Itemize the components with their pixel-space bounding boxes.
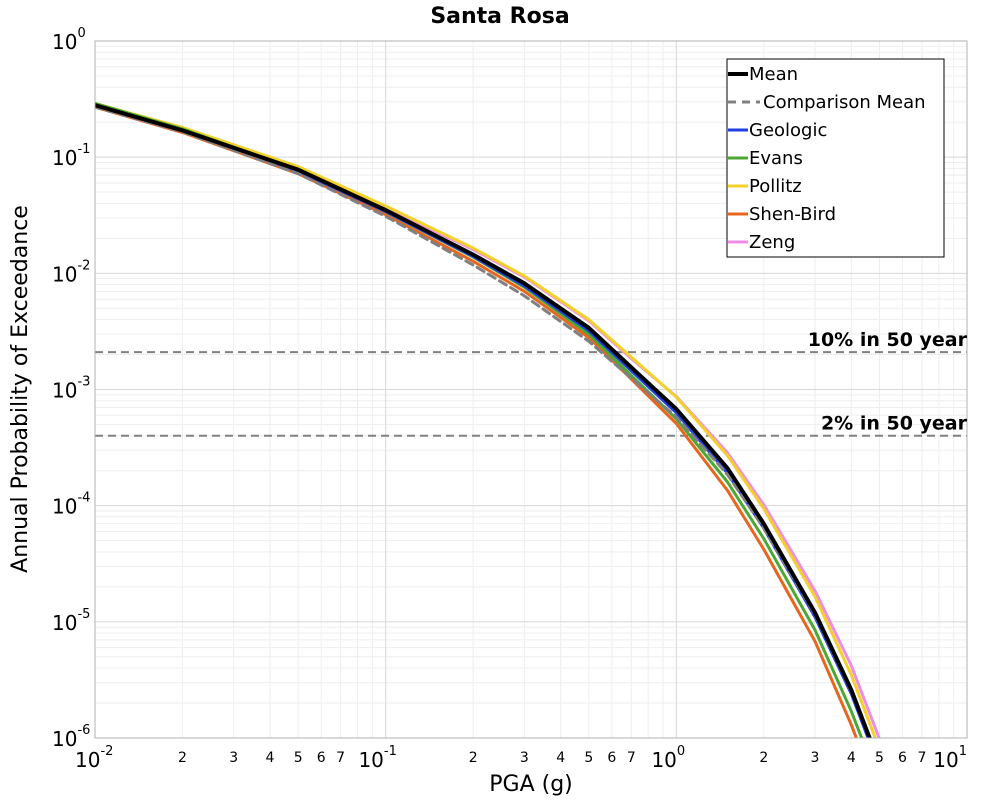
y-tick-label: 10-5 xyxy=(52,607,90,635)
y-tick-label: 10-6 xyxy=(52,723,90,751)
x-minor-tick-label: 2 xyxy=(759,750,768,766)
x-tick-label: 10-1 xyxy=(358,744,396,772)
x-minor-tick-label: 2 xyxy=(469,750,478,766)
legend-label: Geologic xyxy=(749,120,827,141)
reference-labels: 10% in 50 year 2% in 50 year xyxy=(808,329,968,435)
x-minor-tick-label: 3 xyxy=(811,750,820,766)
x-minor-tick-label: 4 xyxy=(556,750,565,766)
x-tick-label: 101 xyxy=(933,744,967,772)
x-minor-tick-label: 7 xyxy=(336,750,345,766)
legend-label: Evans xyxy=(749,148,803,169)
legend-label: Shen-Bird xyxy=(749,204,836,225)
x-tick-label: 10-2 xyxy=(75,744,113,772)
chart-title: Santa Rosa xyxy=(430,4,569,29)
x-axis-label: PGA (g) xyxy=(489,772,573,797)
x-minor-tick-label: 5 xyxy=(875,750,884,766)
x-minor-tick-label: 6 xyxy=(898,750,907,766)
x-minor-tick-label: 6 xyxy=(317,750,326,766)
legend-label: Pollitz xyxy=(749,176,802,197)
x-minor-tick-label: 7 xyxy=(627,750,636,766)
y-axis-label: Annual Probability of Exceedance xyxy=(8,205,33,573)
y-tick-label: 10-4 xyxy=(52,491,90,519)
x-minor-tick-label: 5 xyxy=(584,750,593,766)
series-line-mean xyxy=(95,103,872,738)
legend-label: Mean xyxy=(749,64,798,85)
legend-label: Comparison Mean xyxy=(763,92,926,113)
x-minor-tick-label: 4 xyxy=(266,750,275,766)
x-tick-label: 100 xyxy=(651,744,685,772)
y-tick-label: 10-2 xyxy=(52,258,90,286)
y-tick-label: 100 xyxy=(52,26,86,54)
x-minor-tick-label: 6 xyxy=(607,750,616,766)
x-minor-tick-label: 7 xyxy=(918,750,927,766)
reference-label: 10% in 50 year xyxy=(808,329,968,351)
series-layer xyxy=(95,102,881,738)
x-minor-tick-label: 3 xyxy=(229,750,238,766)
legend-box xyxy=(726,58,945,258)
x-minor-tick-label: 4 xyxy=(847,750,856,766)
legend-label: Zeng xyxy=(749,232,795,253)
y-tick-label: 10-1 xyxy=(52,142,90,170)
x-minor-tick-label: 5 xyxy=(294,750,303,766)
y-tick-label: 10-3 xyxy=(52,375,90,403)
series-line-pollitz xyxy=(95,102,877,738)
reference-lines xyxy=(95,351,967,437)
reference-label: 2% in 50 year xyxy=(821,413,968,435)
plot-frame xyxy=(94,40,968,739)
legend: Mean Comparison Mean Geologic Evans Pollitz S… xyxy=(726,58,945,258)
x-minor-tick-label: 2 xyxy=(178,750,187,766)
x-minor-tick-label: 3 xyxy=(520,750,529,766)
